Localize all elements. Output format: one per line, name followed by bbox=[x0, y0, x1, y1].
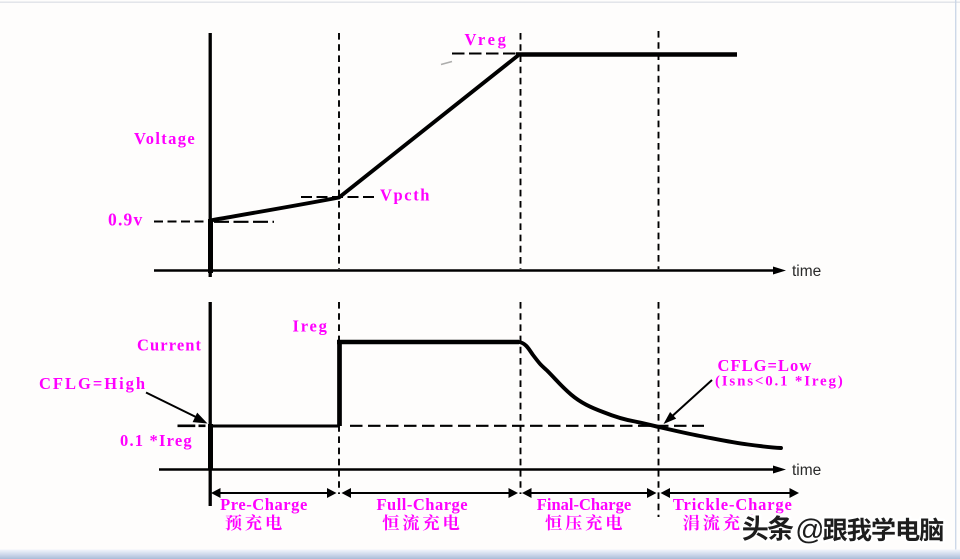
svg-text:time: time bbox=[792, 462, 821, 479]
svg-text:Vpcth: Vpcth bbox=[380, 186, 431, 205]
svg-text:CFLG=High: CFLG=High bbox=[39, 374, 147, 393]
svg-text:Current: Current bbox=[137, 336, 202, 355]
svg-text:Vreg: Vreg bbox=[465, 30, 509, 49]
svg-text:Full-Charge: Full-Charge bbox=[376, 495, 468, 514]
svg-text:Trickle-Charge: Trickle-Charge bbox=[673, 495, 793, 514]
svg-text:Voltage: Voltage bbox=[134, 129, 196, 148]
svg-text:0.1 *Ireg: 0.1 *Ireg bbox=[120, 431, 193, 450]
svg-text:Pre-Charge: Pre-Charge bbox=[220, 495, 308, 514]
svg-text:Ireg: Ireg bbox=[293, 317, 329, 336]
svg-text:time: time bbox=[792, 263, 821, 280]
svg-text:0.9v: 0.9v bbox=[108, 210, 143, 230]
svg-text:(Isns<0.1 *Ireg): (Isns<0.1 *Ireg) bbox=[715, 374, 845, 390]
svg-text:CFLG=Low: CFLG=Low bbox=[718, 356, 813, 375]
svg-text:Final-Charge: Final-Charge bbox=[537, 495, 631, 514]
